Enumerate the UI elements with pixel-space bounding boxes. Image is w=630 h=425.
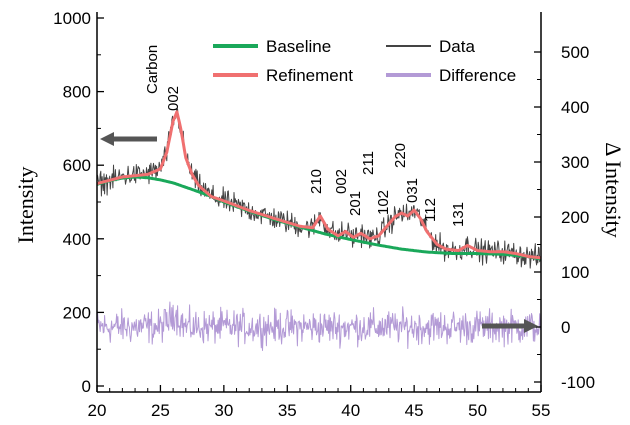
x-tick-label: 40 [341, 401, 360, 420]
y-left-tick-label: 600 [63, 156, 91, 175]
y-right-tick-label: 300 [561, 153, 589, 172]
x-tick-label: 20 [88, 401, 107, 420]
left-axis-arrow-head [100, 132, 114, 146]
series-layer [96, 107, 542, 351]
legend-label-baseline: Baseline [266, 37, 331, 56]
axes-layer: 20 25 30 35 40 45 50 55 0 200 400 600 800 1000 -100 0 10… [13, 9, 626, 420]
y-left-tick-label: 0 [82, 377, 91, 396]
x-tick-label: 45 [405, 401, 424, 420]
y-right-tick-label: 400 [561, 98, 589, 117]
peak-label: 220 [392, 143, 409, 168]
x-tick-label: 50 [468, 401, 487, 420]
y-right-tick-label: -100 [561, 373, 595, 392]
y-right-tick-label: 200 [561, 208, 589, 227]
y-right-tick-label: 100 [561, 263, 589, 282]
series-difference-line [96, 301, 542, 351]
legend-label-refinement: Refinement [266, 66, 353, 85]
y-axis-left-title: Intensity [13, 167, 38, 244]
y-left-tick-label: 800 [63, 83, 91, 102]
peak-label: 211 [360, 151, 377, 175]
peak-label: 112 [422, 198, 439, 222]
y-left-tick-label: 400 [63, 230, 91, 249]
x-tick-label: 25 [151, 401, 170, 420]
series-baseline-line [96, 175, 542, 261]
y-left-tick-label: 1000 [53, 9, 91, 28]
y-left-tick-label: 200 [63, 303, 91, 322]
y-right-tick-label: 500 [561, 43, 589, 62]
legend-label-data: Data [439, 37, 475, 56]
legend-label-difference: Difference [439, 66, 516, 85]
x-tick-label: 55 [532, 401, 551, 420]
y-right-tick-label: 0 [561, 318, 570, 337]
peak-label: 131 [450, 202, 467, 227]
peak-label: Carbon [144, 45, 161, 94]
peak-label: 102 [375, 190, 392, 215]
peak-label: 201 [347, 191, 364, 216]
peak-label: 002 [333, 169, 350, 194]
legend: Baseline Data Refinement Difference [213, 37, 516, 85]
x-tick-label: 30 [214, 401, 233, 420]
peak-label: 210 [308, 169, 325, 194]
y-axis-right-title: Δ Intensity [601, 142, 626, 237]
x-tick-label: 35 [278, 401, 297, 420]
series-refinement-line [96, 110, 542, 260]
peak-label: 002 [165, 86, 182, 111]
right-axis-arrow-head [524, 319, 538, 333]
peak-label: 031 [404, 178, 421, 203]
